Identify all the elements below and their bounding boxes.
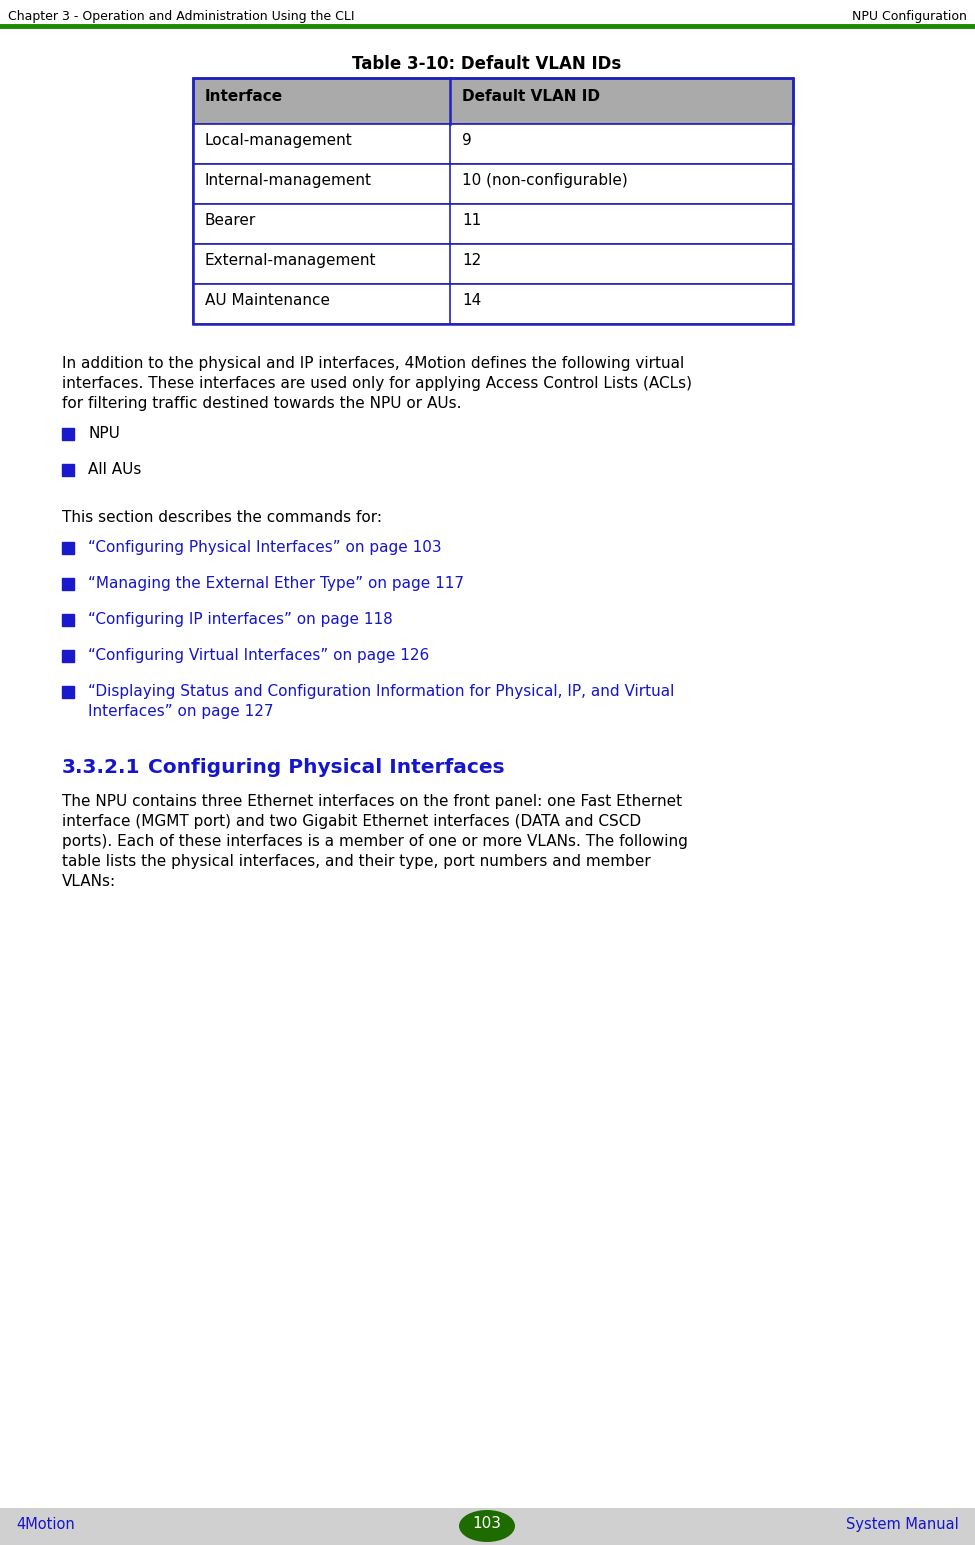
Text: Interface: Interface <box>205 90 283 104</box>
Text: interface (MGMT port) and two Gigabit Ethernet interfaces (DATA and CSCD: interface (MGMT port) and two Gigabit Et… <box>62 814 642 830</box>
Bar <box>62 428 74 440</box>
Bar <box>193 124 793 164</box>
Text: “Managing the External Ether Type” on page 117: “Managing the External Ether Type” on pa… <box>88 576 464 592</box>
Text: Interfaces” on page 127: Interfaces” on page 127 <box>88 705 274 718</box>
Bar <box>62 686 74 698</box>
Text: Local-management: Local-management <box>205 133 353 148</box>
Bar <box>193 77 793 124</box>
Text: 3.3.2.1: 3.3.2.1 <box>62 759 140 777</box>
Bar <box>62 650 74 661</box>
Text: NPU: NPU <box>88 426 120 440</box>
Text: 4Motion: 4Motion <box>16 1517 75 1533</box>
Text: for filtering traffic destined towards the NPU or AUs.: for filtering traffic destined towards t… <box>62 396 461 411</box>
Text: This section describes the commands for:: This section describes the commands for: <box>62 510 382 525</box>
Text: table lists the physical interfaces, and their type, port numbers and member: table lists the physical interfaces, and… <box>62 854 650 868</box>
Text: Bearer: Bearer <box>205 213 256 229</box>
Ellipse shape <box>459 1509 515 1542</box>
Text: NPU Configuration: NPU Configuration <box>852 9 967 23</box>
Text: interfaces. These interfaces are used only for applying Access Control Lists (AC: interfaces. These interfaces are used on… <box>62 375 692 391</box>
Text: “Configuring Virtual Interfaces” on page 126: “Configuring Virtual Interfaces” on page… <box>88 647 429 663</box>
Text: Internal-management: Internal-management <box>205 173 372 188</box>
Text: The NPU contains three Ethernet interfaces on the front panel: one Fast Ethernet: The NPU contains three Ethernet interfac… <box>62 794 682 810</box>
Text: 14: 14 <box>462 294 482 307</box>
Text: Table 3-10: Default VLAN IDs: Table 3-10: Default VLAN IDs <box>352 56 622 73</box>
Text: In addition to the physical and IP interfaces, 4Motion defines the following vir: In addition to the physical and IP inter… <box>62 355 684 371</box>
Text: System Manual: System Manual <box>846 1517 959 1533</box>
Text: AU Maintenance: AU Maintenance <box>205 294 330 307</box>
Bar <box>62 578 74 590</box>
Bar <box>62 464 74 476</box>
Text: All AUs: All AUs <box>88 462 141 477</box>
Bar <box>193 284 793 324</box>
Bar <box>0 1508 975 1545</box>
Text: Default VLAN ID: Default VLAN ID <box>462 90 600 104</box>
Text: “Configuring IP interfaces” on page 118: “Configuring IP interfaces” on page 118 <box>88 612 393 627</box>
Text: “Displaying Status and Configuration Information for Physical, IP, and Virtual: “Displaying Status and Configuration Inf… <box>88 684 675 698</box>
Text: VLANs:: VLANs: <box>62 874 116 888</box>
Text: Configuring Physical Interfaces: Configuring Physical Interfaces <box>148 759 505 777</box>
Text: 12: 12 <box>462 253 482 267</box>
Bar <box>193 164 793 204</box>
Bar <box>62 613 74 626</box>
Text: 103: 103 <box>473 1516 501 1531</box>
Bar <box>193 77 793 324</box>
Bar <box>193 204 793 244</box>
Bar <box>62 542 74 555</box>
Text: 10 (non-configurable): 10 (non-configurable) <box>462 173 628 188</box>
Text: “Configuring Physical Interfaces” on page 103: “Configuring Physical Interfaces” on pag… <box>88 541 442 555</box>
Text: 9: 9 <box>462 133 472 148</box>
Text: External-management: External-management <box>205 253 376 267</box>
Bar <box>193 244 793 284</box>
Text: Chapter 3 - Operation and Administration Using the CLI: Chapter 3 - Operation and Administration… <box>8 9 355 23</box>
Text: ports). Each of these interfaces is a member of one or more VLANs. The following: ports). Each of these interfaces is a me… <box>62 834 688 850</box>
Text: 11: 11 <box>462 213 482 229</box>
